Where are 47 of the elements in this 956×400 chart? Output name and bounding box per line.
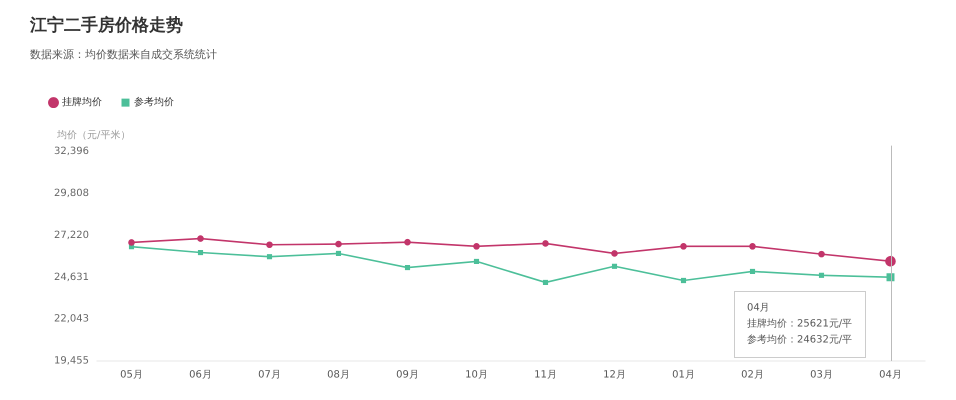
y-tick-label: 32,396 [54, 146, 89, 158]
annotation: 参考均价：24632元/平 [747, 334, 852, 346]
point [266, 254, 272, 260]
chart-title: 江宁二手房价格走势 [29, 16, 183, 36]
point [542, 240, 549, 247]
x-tick-label: 08月 [327, 370, 350, 381]
point [818, 250, 825, 258]
point [198, 250, 204, 256]
y-axis-title: 均价（元/平米） [56, 129, 130, 142]
point [611, 250, 618, 257]
chart-subtitle: 数据来源：均价数据来自成交系统统计 [30, 48, 217, 61]
x-tick-label: 01月 [672, 370, 695, 381]
point [128, 239, 135, 246]
x-tick-label: 11月 [534, 370, 557, 381]
x-tick-label: 10月 [465, 370, 488, 381]
annotation: 挂牌均价：25621元/平 [747, 318, 852, 330]
point [612, 264, 618, 269]
point [473, 243, 480, 250]
point [680, 278, 686, 284]
x-tick-label: 09月 [396, 370, 419, 381]
point [404, 264, 410, 270]
x-tick-label: 04月 [879, 370, 902, 381]
point [404, 238, 411, 246]
point [336, 250, 342, 256]
x-tick-label: 03月 [810, 370, 833, 381]
y-tick-label: 24,631 [54, 272, 89, 283]
x-tick-label: 12月 [603, 370, 626, 381]
y-tick-label: 22,043 [54, 314, 89, 325]
legend-label: 挂牌均价 [62, 96, 102, 108]
y-tick-label: 19,455 [54, 356, 89, 367]
point [749, 243, 756, 250]
point [680, 243, 687, 250]
point [266, 241, 273, 248]
point [542, 280, 548, 286]
point [335, 240, 342, 248]
y-tick-label: 27,220 [54, 230, 89, 241]
x-tick-label: 02月 [741, 370, 764, 381]
point [750, 268, 756, 274]
annotation: 04月 [747, 302, 770, 314]
legend-label: 参考均价 [134, 96, 174, 108]
point [818, 272, 824, 278]
y-tick-label: 29,808 [54, 188, 89, 200]
x-tick-label: 05月 [120, 370, 143, 381]
point [474, 258, 480, 264]
point [197, 235, 204, 242]
x-tick-label: 07月 [258, 370, 281, 381]
x-tick-label: 06月 [189, 370, 212, 381]
